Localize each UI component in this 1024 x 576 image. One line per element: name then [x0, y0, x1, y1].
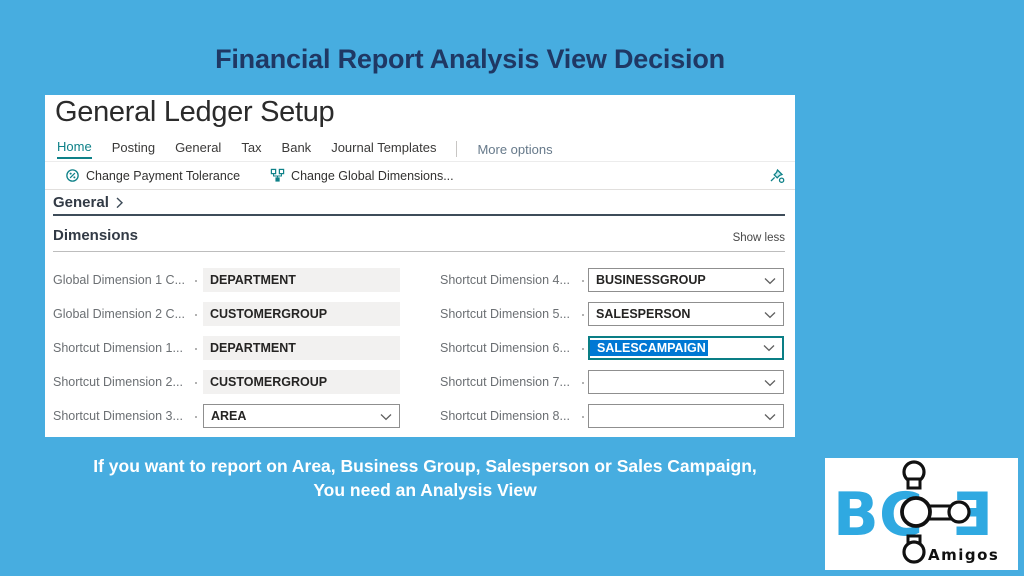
field-value: AREA [211, 409, 247, 423]
field-row: Shortcut Dimension 1... DEPARTMENT Short… [45, 336, 795, 360]
section-general-label: General [53, 194, 109, 211]
field-separator-dot [195, 416, 197, 418]
field-separator-dot [582, 348, 584, 350]
section-divider [53, 214, 785, 216]
chevron-down-icon[interactable] [764, 277, 776, 285]
logo-letter-b: B [833, 480, 879, 550]
tab-posting[interactable]: Posting [111, 140, 156, 155]
field-global-dimension-1-code[interactable]: DEPARTMENT [203, 268, 400, 292]
field-value: DEPARTMENT [210, 273, 296, 287]
field-shortcut-dimension-5[interactable]: SALESPERSON [588, 302, 784, 326]
field-shortcut-dimension-8[interactable] [588, 404, 784, 428]
field-row: Global Dimension 1 C... DEPARTMENT Short… [45, 268, 795, 292]
field-shortcut-dimension-2[interactable]: CUSTOMERGROUP [203, 370, 400, 394]
general-ledger-setup-window: General Ledger Setup Home Posting Genera… [45, 95, 795, 437]
bc3-amigos-logo-graphic: B C Ǝ Amigos [825, 458, 1018, 570]
chevron-down-icon[interactable] [764, 413, 776, 421]
field-value: DEPARTMENT [210, 341, 296, 355]
field-label: Shortcut Dimension 7... [440, 375, 570, 389]
chevron-down-icon[interactable] [764, 311, 776, 319]
chevron-right-icon [116, 196, 123, 208]
change-global-dimensions-button[interactable]: Change Global Dimensions... [270, 168, 454, 183]
field-label: Shortcut Dimension 8... [440, 409, 570, 423]
logo-barbell-icon [900, 496, 971, 528]
field-shortcut-dimension-7[interactable] [588, 370, 784, 394]
field-row: Global Dimension 2 C... CUSTOMERGROUP Sh… [45, 302, 795, 326]
field-global-dimension-2-code[interactable]: CUSTOMERGROUP [203, 302, 400, 326]
sitemap-icon [270, 168, 285, 182]
caption-line-1: If you want to report on Area, Business … [93, 456, 757, 476]
field-separator-dot [582, 314, 584, 316]
field-separator-dot [582, 382, 584, 384]
field-label: Shortcut Dimension 1... [53, 341, 183, 355]
tab-journal-templates[interactable]: Journal Templates [331, 140, 437, 155]
chevron-down-icon[interactable] [763, 344, 775, 352]
caption-line-2: You need an Analysis View [313, 480, 537, 500]
field-label: Shortcut Dimension 5... [440, 307, 570, 321]
field-value: BUSINESSGROUP [596, 273, 706, 287]
field-shortcut-dimension-1[interactable]: DEPARTMENT [203, 336, 400, 360]
action-label: Change Payment Tolerance [86, 168, 241, 183]
field-separator-dot [582, 416, 584, 418]
field-shortcut-dimension-6[interactable]: SALESCAMPAIGN [588, 336, 784, 360]
field-label: Shortcut Dimension 2... [53, 375, 183, 389]
more-options-button[interactable]: More options [477, 141, 553, 157]
slide-title: Financial Report Analysis View Decision [215, 44, 725, 74]
tab-divider [456, 141, 458, 157]
bc3-amigos-logo: B C Ǝ Amigos [825, 458, 1018, 570]
tab-tax[interactable]: Tax [241, 140, 262, 155]
field-label: Shortcut Dimension 4... [440, 273, 570, 287]
field-label: Global Dimension 1 C... [53, 273, 186, 287]
field-value-selected: SALESCAMPAIGN [590, 340, 708, 356]
tab-general[interactable]: General [175, 140, 222, 155]
unpin-icon[interactable] [769, 168, 785, 187]
page-title: General Ledger Setup [55, 96, 335, 128]
logo-subtext: Amigos [928, 546, 999, 564]
field-row: Shortcut Dimension 2... CUSTOMERGROUP Sh… [45, 370, 795, 394]
change-payment-tolerance-button[interactable]: Change Payment Tolerance [65, 168, 240, 183]
chevron-down-icon[interactable] [764, 379, 776, 387]
field-label: Shortcut Dimension 6... [440, 341, 570, 355]
tab-home[interactable]: Home [57, 139, 92, 159]
tab-bank[interactable]: Bank [281, 140, 312, 155]
section-dimensions-header: Dimensions [53, 227, 139, 244]
section-general-header[interactable]: General [53, 194, 124, 211]
field-separator-dot [195, 382, 197, 384]
chevron-down-icon[interactable] [380, 413, 392, 421]
coin-percent-icon [66, 169, 79, 182]
dimensions-divider [53, 251, 785, 252]
field-label: Global Dimension 2 C... [53, 307, 186, 321]
field-separator-dot [195, 314, 197, 316]
show-less-link[interactable]: Show less [732, 232, 785, 244]
field-shortcut-dimension-3[interactable]: AREA [203, 404, 400, 428]
field-value: CUSTOMERGROUP [210, 307, 328, 321]
action-bar: Change Payment Tolerance Change Global D… [45, 161, 795, 190]
field-separator-dot [195, 280, 197, 282]
logo-bulb-top-icon [902, 460, 926, 490]
action-label: Change Global Dimensions... [291, 168, 454, 183]
field-separator-dot [195, 348, 197, 350]
logo-bulb-bottom-icon [902, 534, 926, 564]
slide-caption: If you want to report on Area, Business … [0, 454, 850, 502]
ribbon-tabs: Home Posting General Tax Bank Journal Te… [57, 139, 553, 159]
field-row: Shortcut Dimension 3... AREA Shortcut Di… [45, 404, 795, 428]
field-shortcut-dimension-4[interactable]: BUSINESSGROUP [588, 268, 784, 292]
field-value: CUSTOMERGROUP [210, 375, 328, 389]
field-separator-dot [582, 280, 584, 282]
field-value: SALESPERSON [596, 307, 691, 321]
field-label: Shortcut Dimension 3... [53, 409, 183, 423]
